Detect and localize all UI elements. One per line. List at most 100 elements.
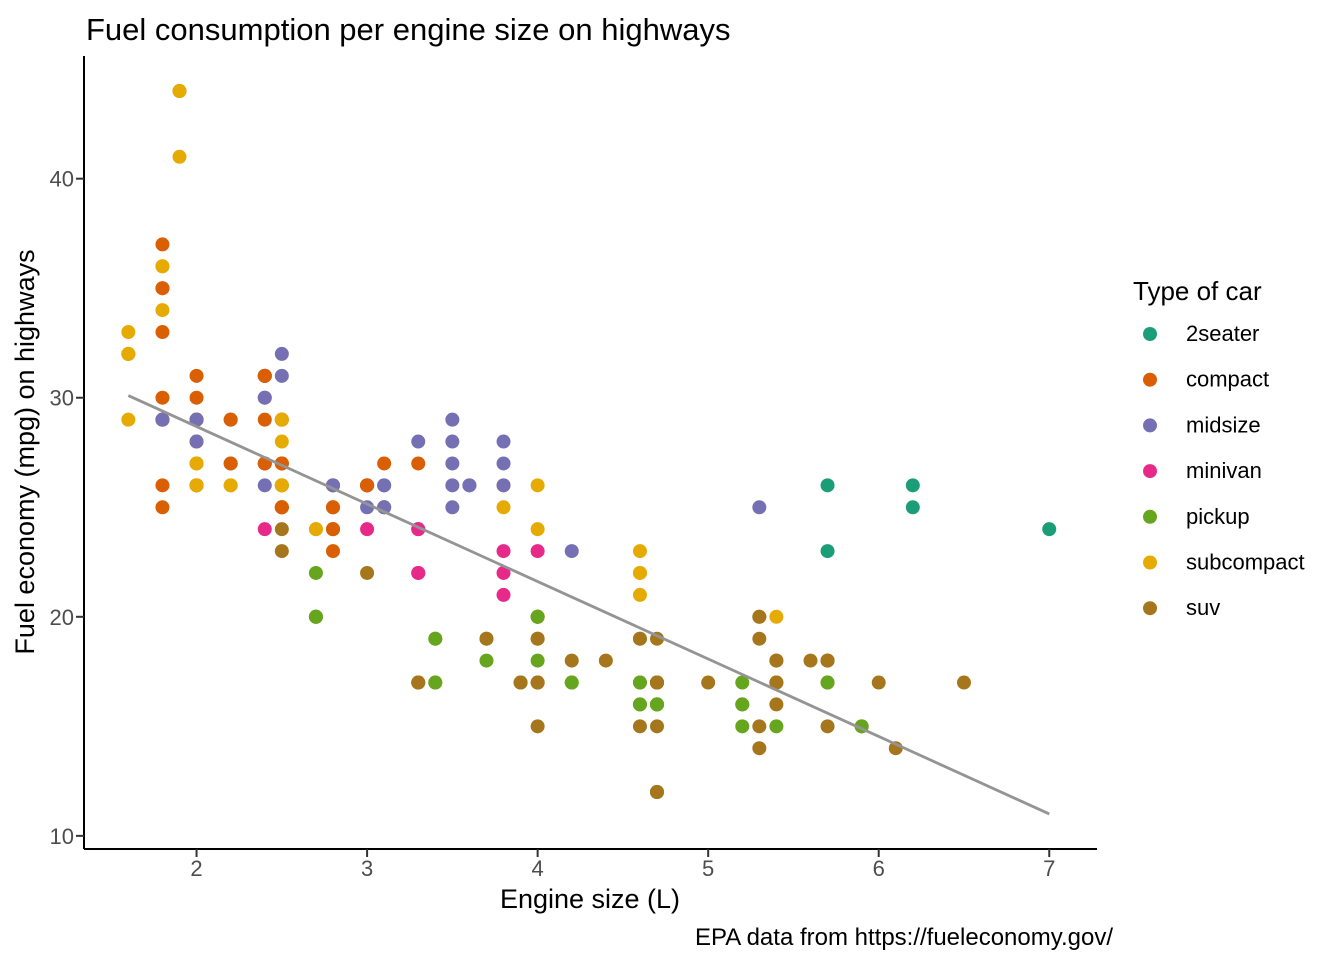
legend-key-suv <box>1143 601 1157 616</box>
data-point-compact <box>325 544 340 559</box>
data-point-suv <box>701 675 716 690</box>
data-point-suv <box>513 675 528 690</box>
data-point-compact <box>257 412 272 427</box>
data-point-pickup <box>735 697 750 712</box>
data-point-midsize <box>752 500 767 515</box>
y-tick-label: 40 <box>50 167 74 192</box>
data-point-subcompact <box>172 149 187 164</box>
data-point-subcompact <box>189 478 204 493</box>
data-point-subcompact <box>632 587 647 602</box>
data-point-suv <box>820 719 835 734</box>
chart-title: Fuel consumption per engine size on high… <box>86 12 731 47</box>
data-point-minivan <box>257 522 272 537</box>
legend-entry-midsize: midsize <box>1143 412 1261 437</box>
data-point-subcompact <box>632 565 647 580</box>
data-point-suv <box>769 653 784 668</box>
data-point-compact <box>155 500 170 515</box>
legend-entries: 2seater compact midsize minivan pickup subcom… <box>1143 321 1305 620</box>
data-point-pickup <box>735 675 750 690</box>
data-point-subcompact <box>223 478 238 493</box>
data-point-midsize <box>445 500 460 515</box>
trend-line <box>127 394 1050 816</box>
legend-label-subcompact: subcompact <box>1186 550 1305 575</box>
legend-key-minivan <box>1143 464 1157 479</box>
data-point-pickup <box>769 719 784 734</box>
data-point-suv <box>820 653 835 668</box>
data-point-pickup <box>479 653 494 668</box>
data-point-compact <box>274 500 289 515</box>
legend-label-midsize: midsize <box>1186 412 1261 437</box>
data-point-subcompact <box>496 500 511 515</box>
data-points-layer <box>121 84 1057 800</box>
data-point-compact <box>325 522 340 537</box>
data-point-compact <box>223 412 238 427</box>
data-point-midsize <box>189 434 204 449</box>
data-point-midsize <box>445 456 460 471</box>
data-point-compact <box>189 390 204 405</box>
data-point-suv <box>530 719 545 734</box>
data-point-subcompact <box>530 478 545 493</box>
x-tick-label: 6 <box>873 856 885 881</box>
data-point-midsize <box>445 412 460 427</box>
data-point-subcompact <box>121 412 136 427</box>
legend-entry-subcompact: subcompact <box>1143 550 1305 575</box>
data-point-pickup <box>530 609 545 624</box>
data-point-pickup <box>820 675 835 690</box>
data-point-suv <box>632 631 647 646</box>
legend-label-compact: compact <box>1186 367 1269 392</box>
legend-entry-suv: suv <box>1143 595 1220 620</box>
data-point-subcompact <box>632 544 647 559</box>
data-point-pickup <box>632 675 647 690</box>
data-point-suv <box>650 675 665 690</box>
data-point-compact <box>257 368 272 383</box>
data-point-compact <box>223 456 238 471</box>
data-point-suv <box>479 631 494 646</box>
legend-entry-minivan: minivan <box>1143 458 1262 483</box>
data-point-midsize <box>496 434 511 449</box>
data-point-subcompact <box>274 478 289 493</box>
data-point-compact <box>155 390 170 405</box>
y-axis-title: Fuel economy (mpg) on highways <box>10 249 40 654</box>
data-point-midsize <box>462 478 477 493</box>
data-point-midsize <box>155 412 170 427</box>
data-point-pickup <box>308 609 323 624</box>
x-tick-label: 7 <box>1043 856 1055 881</box>
x-tick-label: 5 <box>702 856 714 881</box>
data-point-pickup <box>428 631 443 646</box>
data-point-2seater <box>820 478 835 493</box>
data-point-suv <box>956 675 971 690</box>
data-point-midsize <box>445 434 460 449</box>
data-point-suv <box>650 785 665 800</box>
data-point-compact <box>411 456 426 471</box>
data-point-suv <box>274 544 289 559</box>
data-point-compact <box>189 368 204 383</box>
data-point-suv <box>598 653 613 668</box>
data-point-compact <box>155 237 170 252</box>
data-point-suv <box>803 653 818 668</box>
legend-key-pickup <box>1143 509 1157 524</box>
data-point-midsize <box>274 368 289 383</box>
x-axis-title: Engine size (L) <box>500 884 680 914</box>
data-point-suv <box>411 675 426 690</box>
data-point-minivan <box>530 544 545 559</box>
data-point-2seater <box>905 478 920 493</box>
data-point-subcompact <box>274 412 289 427</box>
data-point-midsize <box>496 456 511 471</box>
data-point-pickup <box>428 675 443 690</box>
data-point-subcompact <box>172 84 187 99</box>
data-point-suv <box>530 631 545 646</box>
data-point-subcompact <box>155 259 170 274</box>
axes: 2 3 4 5 6 7 10 20 30 40 <box>50 56 1097 881</box>
data-point-compact <box>360 478 375 493</box>
data-point-subcompact <box>769 609 784 624</box>
data-point-2seater <box>905 500 920 515</box>
legend-key-subcompact <box>1143 555 1157 570</box>
data-point-suv <box>752 631 767 646</box>
y-tick-label: 30 <box>50 386 74 411</box>
x-tick-label: 4 <box>532 856 544 881</box>
data-point-minivan <box>411 565 426 580</box>
data-point-subcompact <box>155 303 170 318</box>
legend-key-midsize <box>1143 418 1157 433</box>
legend-entry-2seater: 2seater <box>1143 321 1259 346</box>
